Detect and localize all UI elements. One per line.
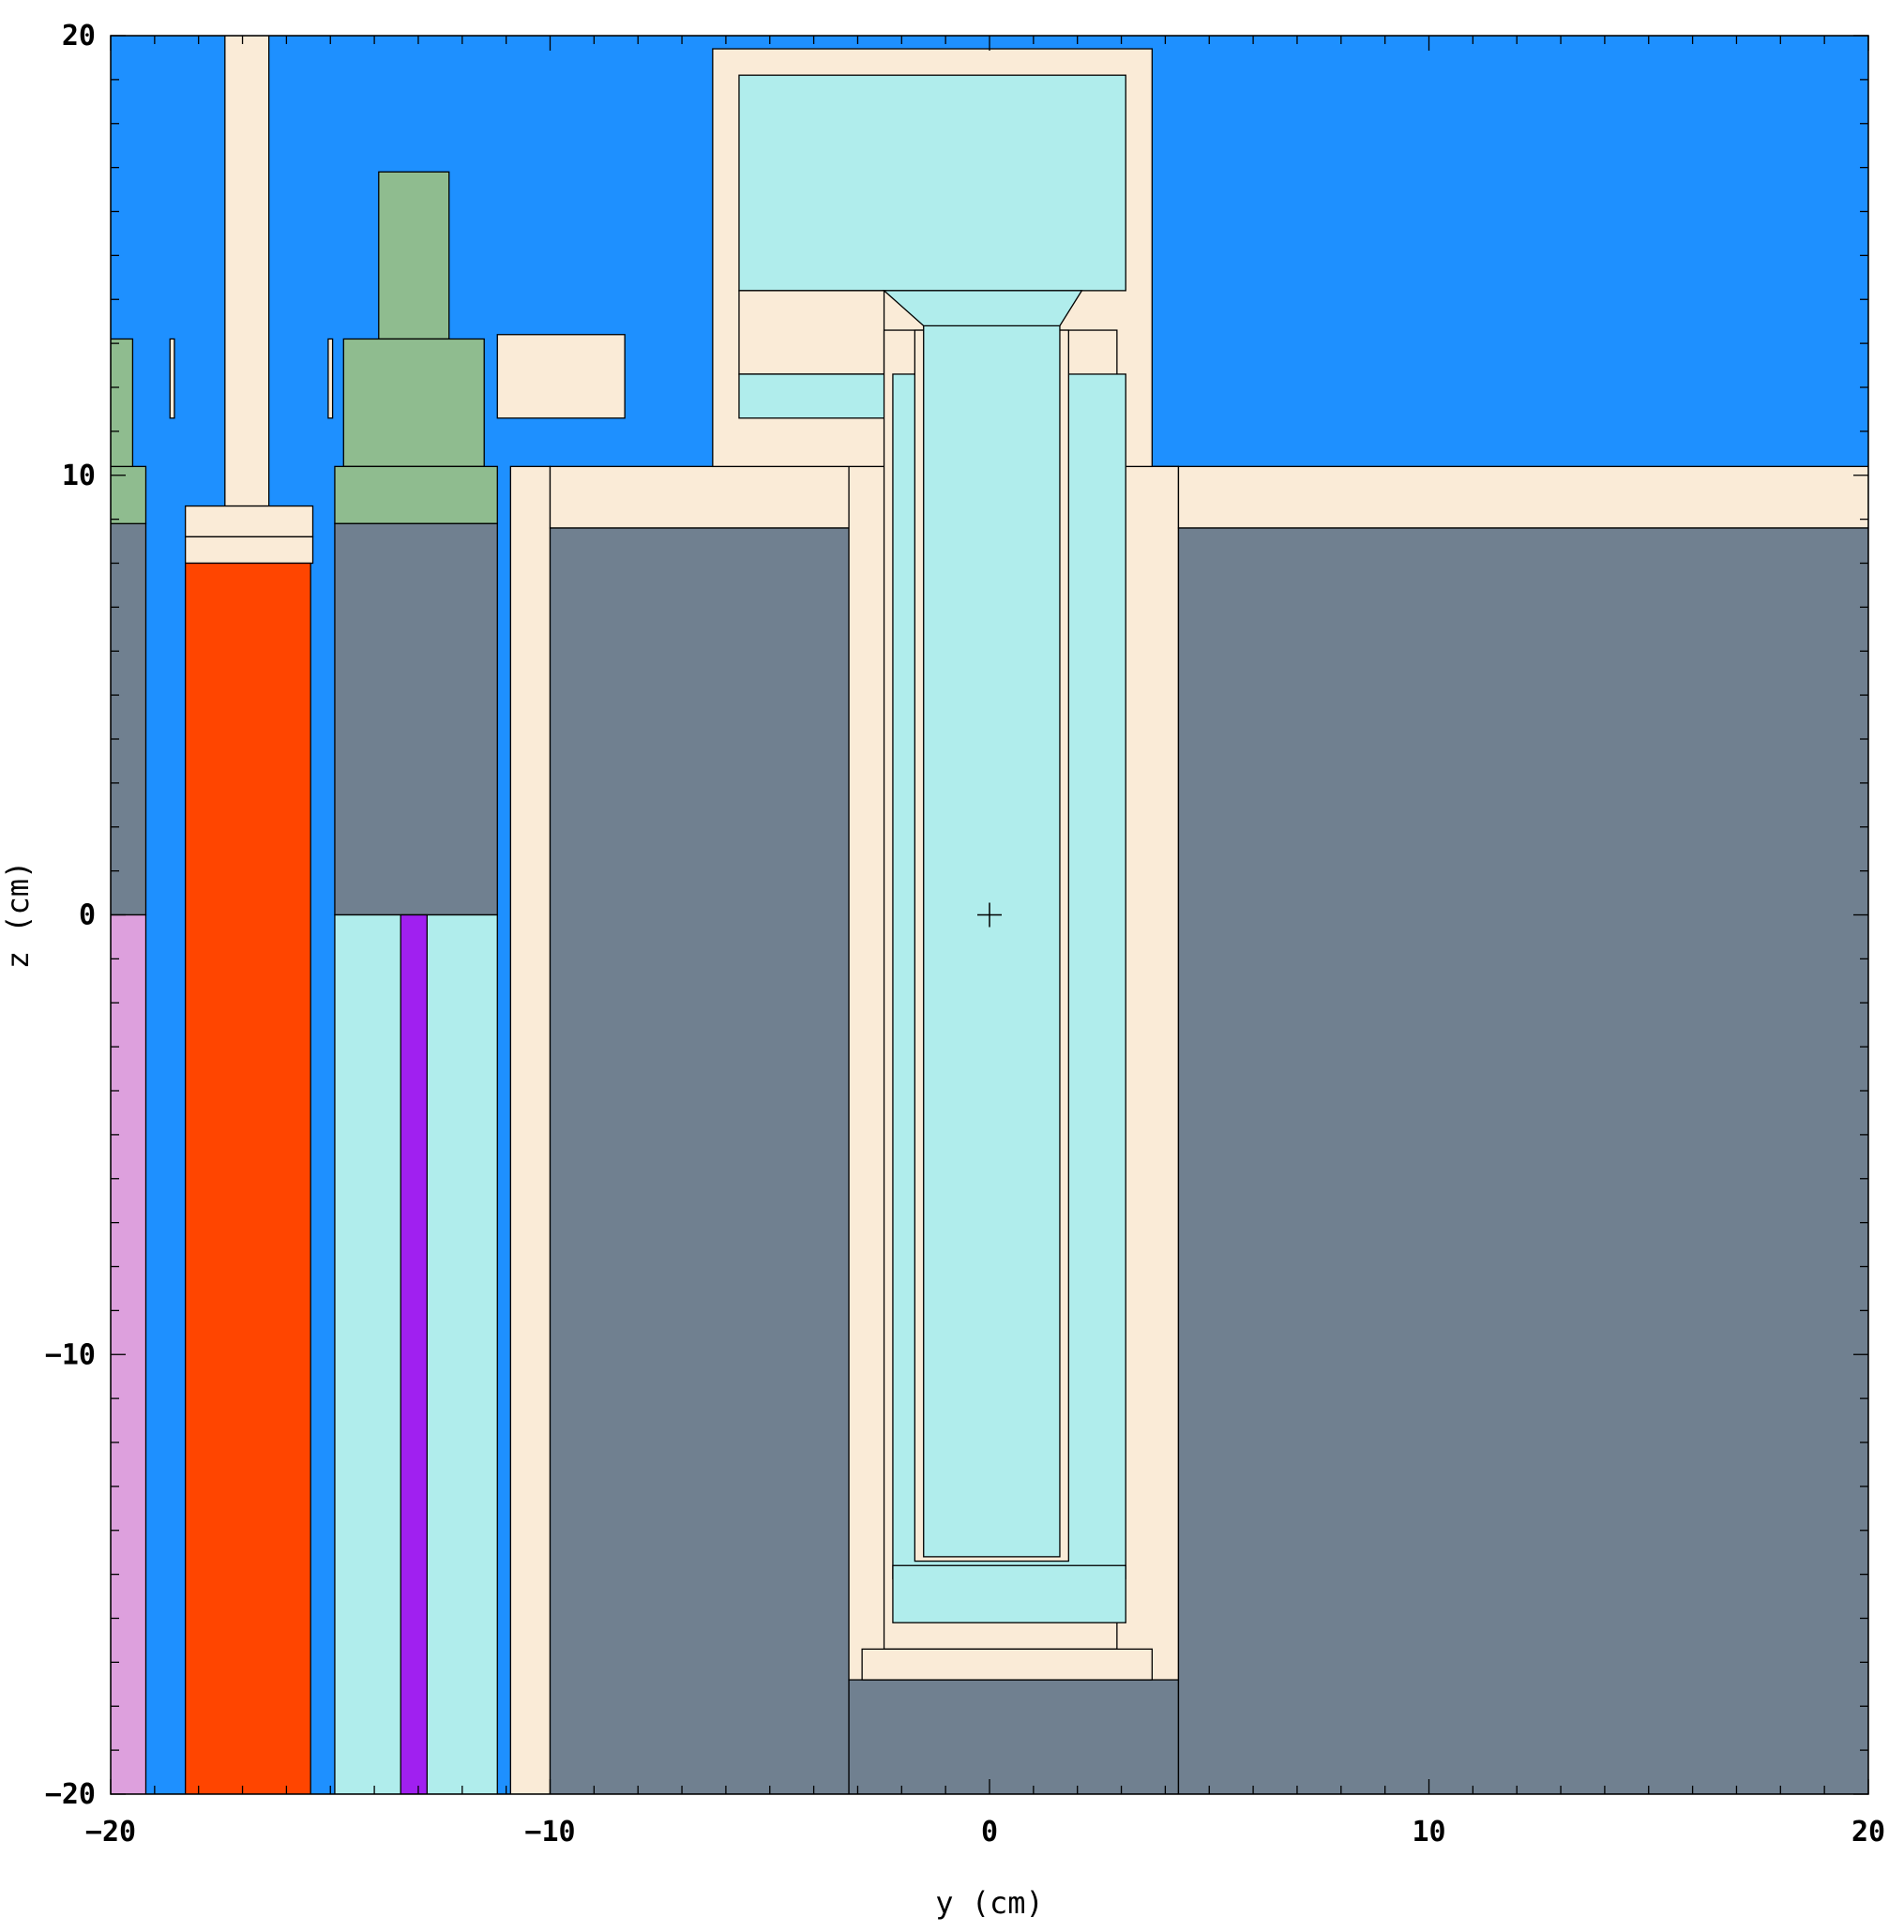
- region-steel: [184, 505, 314, 538]
- x-tick-label: −20: [85, 1816, 136, 1849]
- region-light-cyan: [923, 325, 1061, 1558]
- x-tick-labels: −20 −10 0 10 20: [85, 1816, 1885, 1849]
- region-concrete: [334, 522, 498, 916]
- region-concrete: [549, 527, 850, 1794]
- y-tick-label: 10: [62, 460, 96, 492]
- x-tick-label: 10: [1412, 1816, 1445, 1849]
- y-axis-title: z (cm): [0, 861, 36, 970]
- y-tick-label: 20: [62, 20, 96, 53]
- region-light-cyan-taper: [882, 290, 1083, 327]
- x-tick-label: 0: [981, 1816, 998, 1849]
- region-steel: [1177, 465, 1868, 529]
- region-light-cyan: [738, 373, 894, 419]
- region-concrete: [1177, 527, 1868, 1794]
- y-tick-label: −10: [45, 1338, 96, 1371]
- region-orchid: [111, 913, 147, 1794]
- region-steel: [327, 338, 334, 419]
- region-light-cyan: [738, 74, 1126, 292]
- origin-crosshair-icon: [977, 902, 1002, 928]
- x-tick-label: −10: [524, 1816, 575, 1849]
- material-regions: [111, 36, 1868, 1794]
- region-graphite: [111, 465, 147, 524]
- region-concrete: [111, 522, 147, 916]
- region-steel: [184, 536, 314, 565]
- region-fuel: [184, 562, 311, 1794]
- region-steel: [509, 465, 552, 1794]
- region-steel: [169, 338, 175, 419]
- region-steel: [224, 36, 270, 507]
- y-tick-label: −20: [45, 1778, 96, 1811]
- region-concrete: [848, 1679, 1180, 1794]
- y-tick-label: 0: [79, 899, 96, 932]
- region-graphite: [378, 171, 450, 340]
- axis-ticks: [110, 35, 1869, 1795]
- region-graphite: [111, 338, 134, 468]
- region-light-cyan: [892, 1564, 1126, 1623]
- region-steel: [738, 290, 885, 375]
- y-tick-labels: −20 −10 0 10 20: [45, 20, 96, 1811]
- x-tick-label: 20: [1851, 1816, 1885, 1849]
- region-violet: [400, 913, 428, 1794]
- region-graphite: [334, 465, 498, 524]
- x-axis-title: y (cm): [935, 1885, 1044, 1921]
- region-steel: [496, 334, 626, 419]
- region-steel: [861, 1648, 1153, 1681]
- region-graphite: [342, 338, 485, 468]
